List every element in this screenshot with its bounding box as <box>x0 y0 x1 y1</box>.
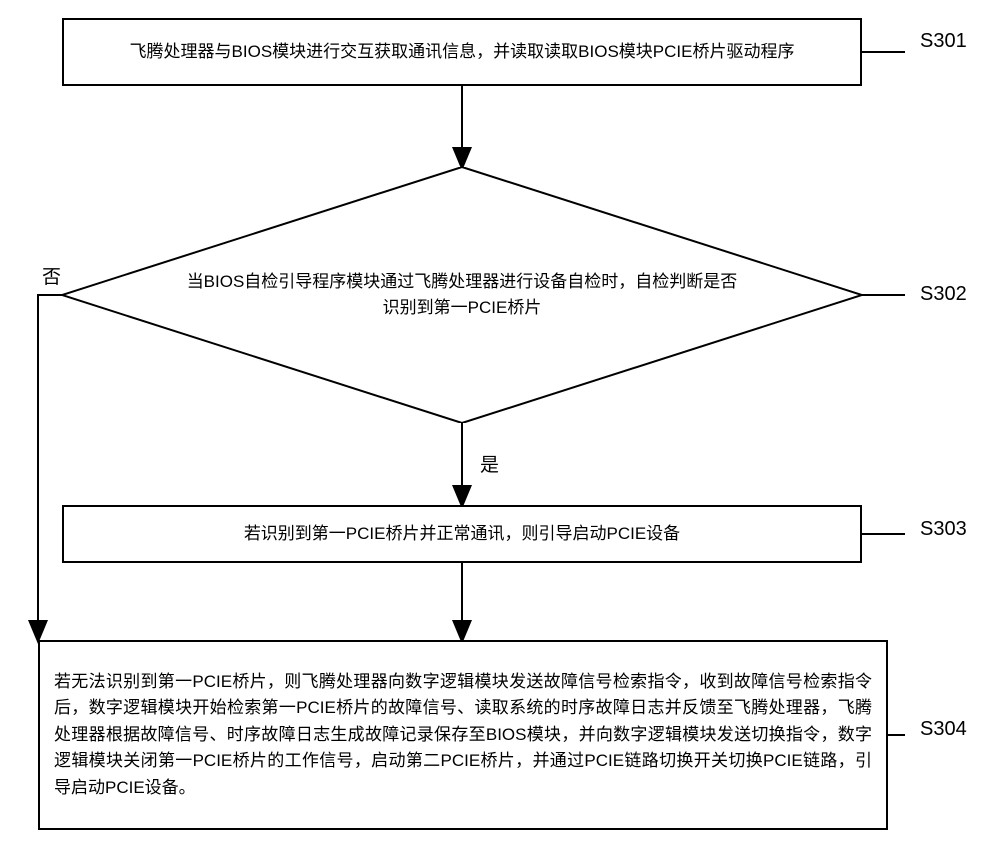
step-s302-text-span: 当BIOS自检引导程序模块通过飞腾处理器进行设备自检时，自检判断是否识别到第一P… <box>180 269 744 322</box>
edge-label-2: 否 <box>42 262 61 289</box>
step-s304-text: 若无法识别到第一PCIE桥片，则飞腾处理器向数字逻辑模块发送故障信号检索指令，收… <box>54 669 872 801</box>
step-s301-box: 飞腾处理器与BIOS模块进行交互获取通讯信息，并读取读取BIOS模块PCIE桥片… <box>62 18 862 86</box>
step-s304-box: 若无法识别到第一PCIE桥片，则飞腾处理器向数字逻辑模块发送故障信号检索指令，收… <box>38 640 888 830</box>
step-s302-diamond: 当BIOS自检引导程序模块通过飞腾处理器进行设备自检时，自检判断是否识别到第一P… <box>62 167 862 423</box>
flowchart-canvas: 飞腾处理器与BIOS模块进行交互获取通讯信息，并读取读取BIOS模块PCIE桥片… <box>0 0 1000 856</box>
step-s303-box: 若识别到第一PCIE桥片并正常通讯，则引导启动PCIE设备 <box>62 505 862 563</box>
step-s302-text: 当BIOS自检引导程序模块通过飞腾处理器进行设备自检时，自检判断是否识别到第一P… <box>170 258 754 332</box>
step-s303-label: S303 <box>920 518 967 541</box>
step-s302-label: S302 <box>920 283 967 306</box>
edge-label-1: 是 <box>480 450 499 477</box>
step-s304-label: S304 <box>920 718 967 741</box>
edge-2 <box>38 295 62 640</box>
step-s303-text: 若识别到第一PCIE桥片并正常通讯，则引导启动PCIE设备 <box>244 521 680 547</box>
step-s301-text: 飞腾处理器与BIOS模块进行交互获取通讯信息，并读取读取BIOS模块PCIE桥片… <box>130 39 795 65</box>
step-s301-label: S301 <box>920 30 967 53</box>
